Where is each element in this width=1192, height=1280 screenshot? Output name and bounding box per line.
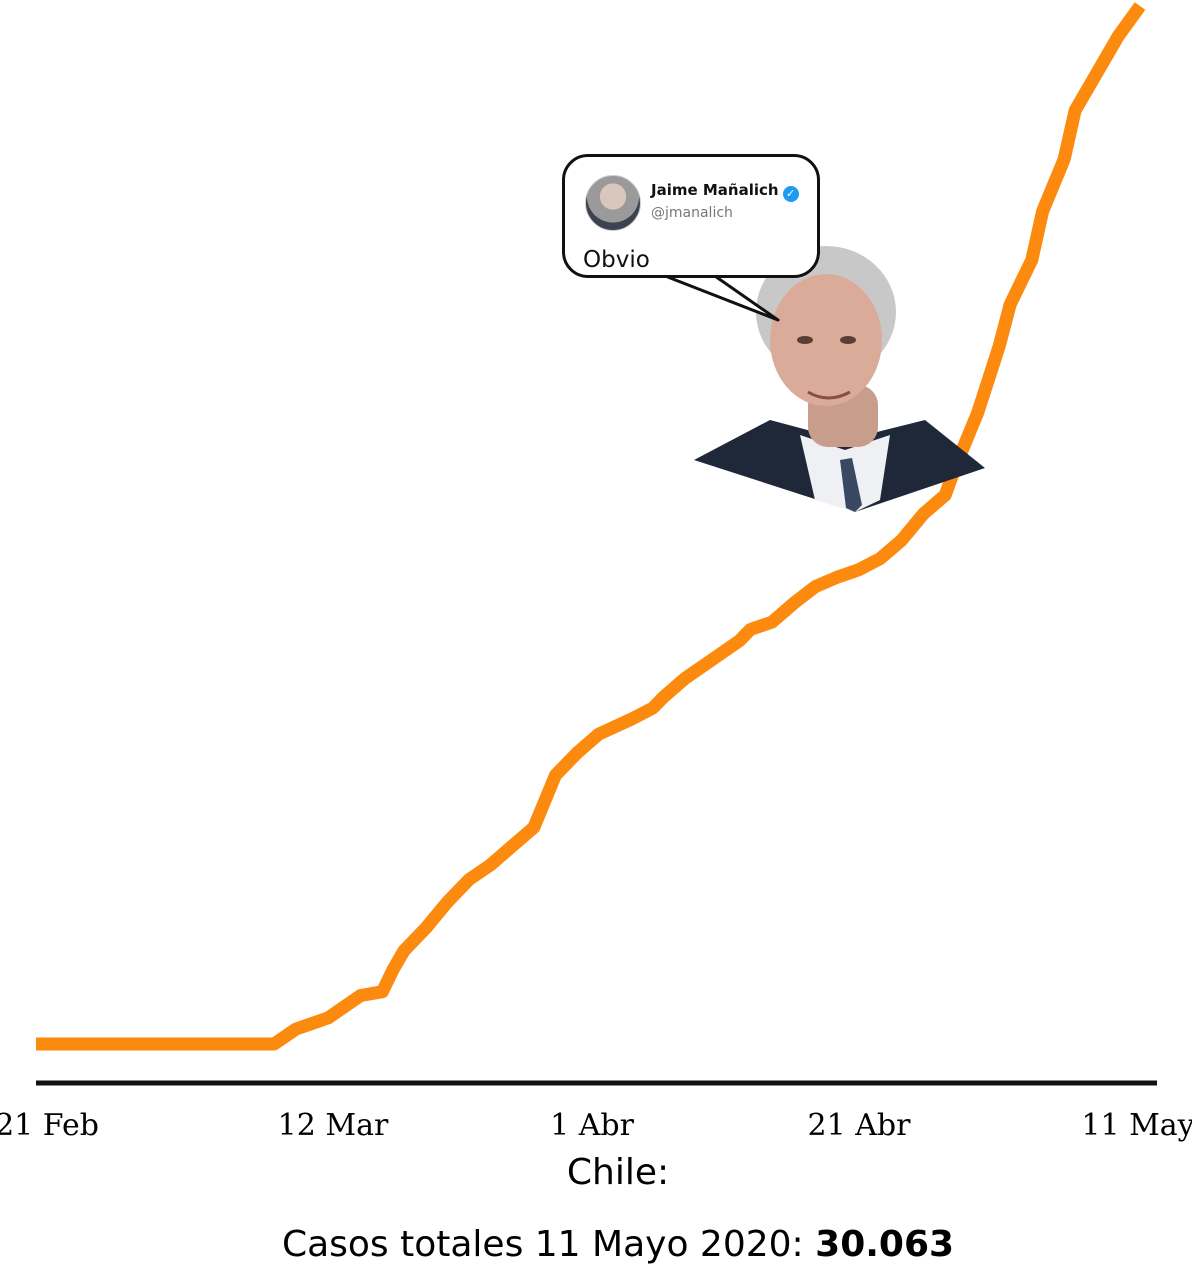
eye-left: [797, 336, 813, 344]
face: [770, 274, 882, 406]
subtitle-prefix: Casos totales 11 Mayo 2020:: [281, 1224, 804, 1265]
necktie: [840, 458, 862, 512]
speech-bubble: Jaime Mañalich ✓ @jmanalich Obvio: [562, 154, 820, 278]
eye-right: [840, 336, 856, 344]
portrait-photo: [694, 246, 985, 512]
x-tick-label: 11 May: [1081, 1108, 1192, 1143]
verified-check-icon: ✓: [782, 186, 799, 202]
tweet-avatar: [585, 175, 641, 231]
x-tick-label: 12 Mar: [278, 1108, 389, 1143]
x-tick-label: 21 Abr: [808, 1108, 912, 1143]
x-tick-label: 21 Feb: [0, 1108, 99, 1143]
chart-subtitle: Casos totales 11 Mayo 2020: 30.063: [22, 1224, 1192, 1265]
tweet-author-name: Jaime Mañalich ✓: [651, 181, 799, 202]
total-cases-value: 30.063: [815, 1224, 955, 1265]
smile: [807, 390, 851, 400]
tweet-author-handle: @jmanalich: [651, 205, 733, 221]
series-line-chile: [36, 2, 1146, 1051]
x-tick-label: 1 Abr: [550, 1108, 634, 1143]
chart-title: Chile:: [566, 1152, 670, 1193]
tweet-text: Obvio: [583, 247, 650, 273]
